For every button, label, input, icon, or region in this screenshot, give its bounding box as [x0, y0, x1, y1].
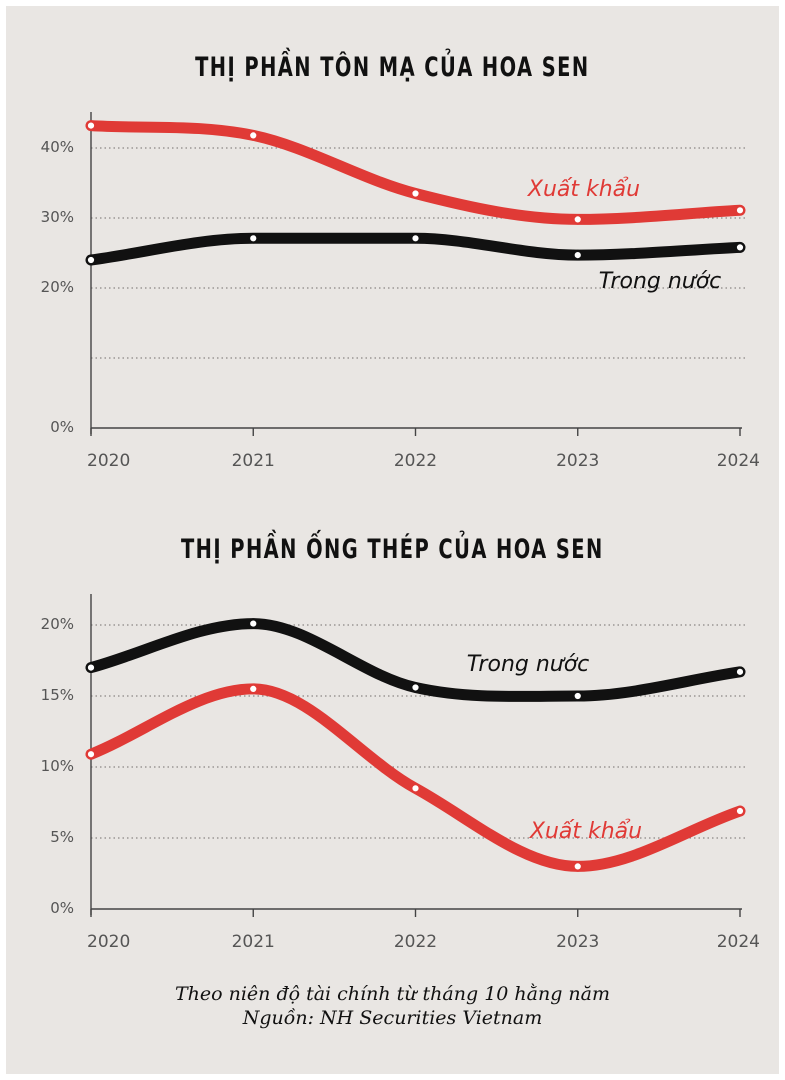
x-tick-label: 2020	[87, 451, 130, 471]
data-point	[247, 683, 259, 695]
y-tick-label: 20%	[41, 278, 74, 296]
x-tick-label: 2020	[87, 932, 130, 952]
data-point	[85, 254, 97, 266]
series-label: Xuất khẩu	[527, 177, 640, 202]
data-point	[734, 242, 746, 253]
data-point	[734, 805, 746, 817]
x-tick-label: 2023	[556, 451, 599, 471]
data-point	[572, 861, 584, 872]
data-point	[410, 782, 421, 794]
series-label: Trong nước	[599, 269, 722, 294]
y-tick-label: 10%	[41, 757, 74, 775]
steel-pipe-market-share-chart: 0% 5% 10% 15% 20% 2020 2021 2022 2023 2024 Trong n…	[41, 594, 760, 952]
data-point	[572, 214, 584, 225]
data-point	[410, 188, 421, 199]
data-point	[572, 690, 584, 702]
series-line-export	[85, 683, 746, 872]
series-label: Xuất khẩu	[529, 819, 642, 844]
data-point	[85, 120, 97, 131]
data-point	[572, 249, 584, 261]
galvanized-steel-market-share-chart: 0% 20% 30% 40% 2020 2021 2022 2023 2024 Xuất khẩu…	[41, 112, 760, 471]
x-tick-label: 2022	[394, 451, 437, 471]
y-tick-label: 40%	[41, 138, 74, 156]
y-tick-label: 0%	[50, 899, 74, 917]
x-tick-label: 2021	[232, 932, 275, 952]
y-tick-label: 20%	[41, 615, 74, 633]
data-point	[410, 233, 421, 244]
fiscal-year-note: Theo niên độ tài chính từ tháng 10 hằng …	[174, 983, 610, 1005]
chart-title-steel-pipe: THỊ PHẦN ỐNG THÉP CỦA HOA SEN	[180, 534, 604, 565]
x-tick-label: 2024	[717, 451, 760, 471]
data-point	[247, 618, 259, 629]
data-point	[247, 233, 259, 244]
y-tick-label: 15%	[41, 686, 74, 704]
y-tick-label: 5%	[50, 828, 74, 846]
source-note: Nguồn: NH Securities Vietnam	[242, 1007, 543, 1029]
data-point	[85, 748, 97, 760]
y-tick-label: 0%	[50, 418, 74, 436]
x-tick-label: 2021	[232, 451, 275, 471]
data-point	[410, 682, 421, 693]
chart-title-galvanized-steel: THỊ PHẦN TÔN MẠ CỦA HOA SEN	[195, 52, 590, 83]
y-tick-label: 30%	[41, 208, 74, 226]
series-label: Trong nước	[467, 652, 590, 677]
data-point	[247, 130, 259, 141]
data-point	[85, 662, 97, 673]
x-tick-label: 2024	[717, 932, 760, 952]
x-tick-label: 2022	[394, 932, 437, 952]
data-point	[734, 205, 746, 216]
data-point	[734, 666, 746, 678]
x-tick-label: 2023	[556, 932, 599, 952]
